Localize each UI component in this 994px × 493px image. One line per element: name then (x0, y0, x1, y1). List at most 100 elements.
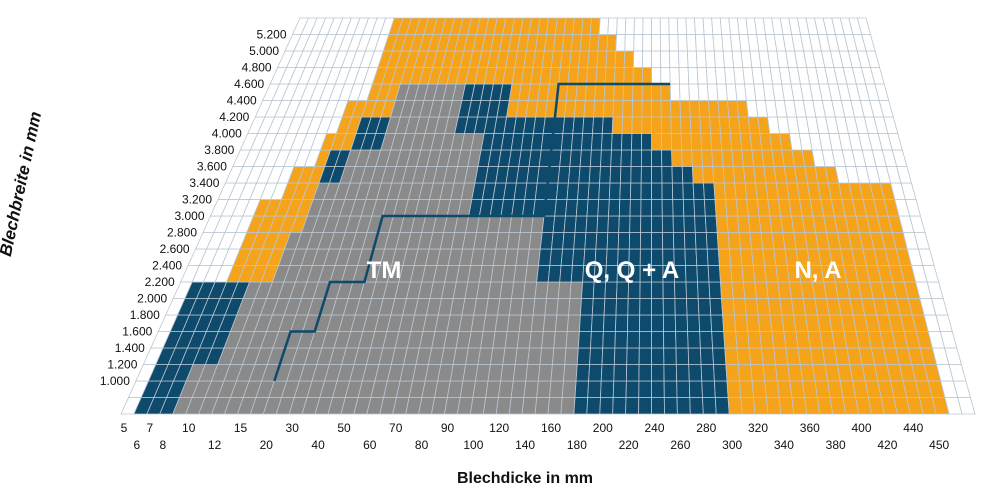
grid-cell (661, 215, 674, 233)
grid-cell (571, 248, 586, 266)
x-tick-label: 160 (541, 421, 561, 435)
grid-cell (651, 133, 663, 151)
grid-cell (639, 281, 652, 299)
grid-cell (753, 397, 769, 415)
grid-cell (674, 314, 689, 332)
grid-cell (520, 298, 536, 316)
grid-cell (627, 281, 641, 299)
grid-cell (579, 149, 592, 167)
region-labels: TM Q, Q + A N, A (367, 257, 842, 284)
grid-cell (669, 67, 680, 85)
grid-cell (616, 17, 627, 35)
grid-cell (512, 364, 529, 382)
grid-cell (638, 364, 652, 382)
grid-cell (708, 281, 722, 299)
grid-cell (619, 182, 632, 200)
grid-cell (740, 397, 756, 415)
grid-cell (547, 397, 563, 415)
y-tick-label: 2.000 (137, 292, 167, 306)
grid-cell (641, 133, 652, 151)
grid-cell (734, 314, 749, 332)
grid-cell (752, 265, 767, 283)
grid-cell (702, 166, 715, 184)
grid-cell (508, 397, 525, 415)
grid-cell (583, 100, 596, 118)
grid-cell (662, 232, 675, 250)
grid-cell (731, 281, 746, 299)
grid-cell (691, 166, 704, 184)
grid-cell (559, 265, 573, 283)
grid-cell (591, 298, 606, 316)
x-tick-label: 12 (208, 438, 222, 452)
grid-cell (613, 67, 625, 85)
grid-cell (523, 380, 539, 398)
grid-cell (672, 215, 685, 233)
grid-cell (597, 34, 609, 52)
grid-cell (625, 380, 640, 398)
grid-cell (728, 248, 743, 266)
grid-cell (651, 232, 664, 250)
grid-cell (713, 364, 728, 382)
grid-cell (714, 199, 728, 217)
grid-cell (627, 314, 641, 332)
grid-cell (703, 182, 716, 200)
grid-cell (553, 331, 568, 349)
grid-cell (590, 314, 605, 332)
grid-cell (608, 182, 621, 200)
grid-cell (661, 166, 673, 184)
grid-cell (741, 265, 756, 283)
grid-cell (613, 347, 628, 365)
grid-cell (628, 232, 642, 250)
grid-cell (612, 380, 627, 398)
grid-cell (586, 199, 600, 217)
grid-cell (640, 215, 652, 233)
grid-cell (679, 100, 691, 118)
grid-cell (522, 281, 538, 299)
grid-cell (613, 83, 625, 101)
grid-cell (589, 17, 601, 35)
grid-cell (620, 149, 632, 167)
grid-cell (599, 166, 612, 184)
y-tick-label: 5.200 (256, 28, 286, 42)
x-tick-label: 7 (147, 421, 154, 435)
grid-cell (604, 67, 616, 85)
x-tick-label: 260 (670, 438, 690, 452)
grid-cell (641, 67, 652, 85)
grid-cell (577, 331, 592, 349)
grid-cell (551, 232, 565, 250)
y-tick-label: 5.000 (249, 44, 279, 58)
x-tick-label: 120 (489, 421, 509, 435)
grid-cell (737, 364, 753, 382)
grid-cell (510, 380, 527, 398)
grid-cell (717, 100, 730, 118)
grid-cell (720, 133, 733, 151)
y-tick-label: 2.600 (160, 242, 190, 256)
grid-cell (578, 166, 591, 184)
grid-cell (727, 397, 743, 415)
grid-cell (550, 364, 566, 382)
grid-cell (676, 17, 688, 35)
grid-cell (697, 83, 709, 101)
grid-cell (683, 215, 696, 233)
grid-cell (730, 265, 744, 283)
grid-cell (599, 397, 614, 415)
x-tick-label: 8 (159, 438, 166, 452)
grid-cell (560, 133, 574, 151)
grid-cell (660, 67, 671, 85)
grid-cell (725, 199, 739, 217)
grid-cell (688, 364, 703, 382)
grid-cell (680, 133, 693, 151)
grid-cell (581, 17, 593, 35)
grid-cell (694, 17, 705, 35)
x-tick-label: 70 (389, 421, 403, 435)
grid-cell (734, 182, 748, 200)
grid-cell (497, 380, 514, 398)
x-tick-label: 50 (337, 421, 351, 435)
grid-cell (760, 347, 776, 365)
grid-cell (596, 215, 609, 233)
grid-cell (521, 397, 538, 415)
grid-cell (651, 364, 665, 382)
grid-cell (694, 34, 706, 52)
grid-cell (700, 133, 713, 151)
y-tick-label: 1.800 (130, 308, 160, 322)
